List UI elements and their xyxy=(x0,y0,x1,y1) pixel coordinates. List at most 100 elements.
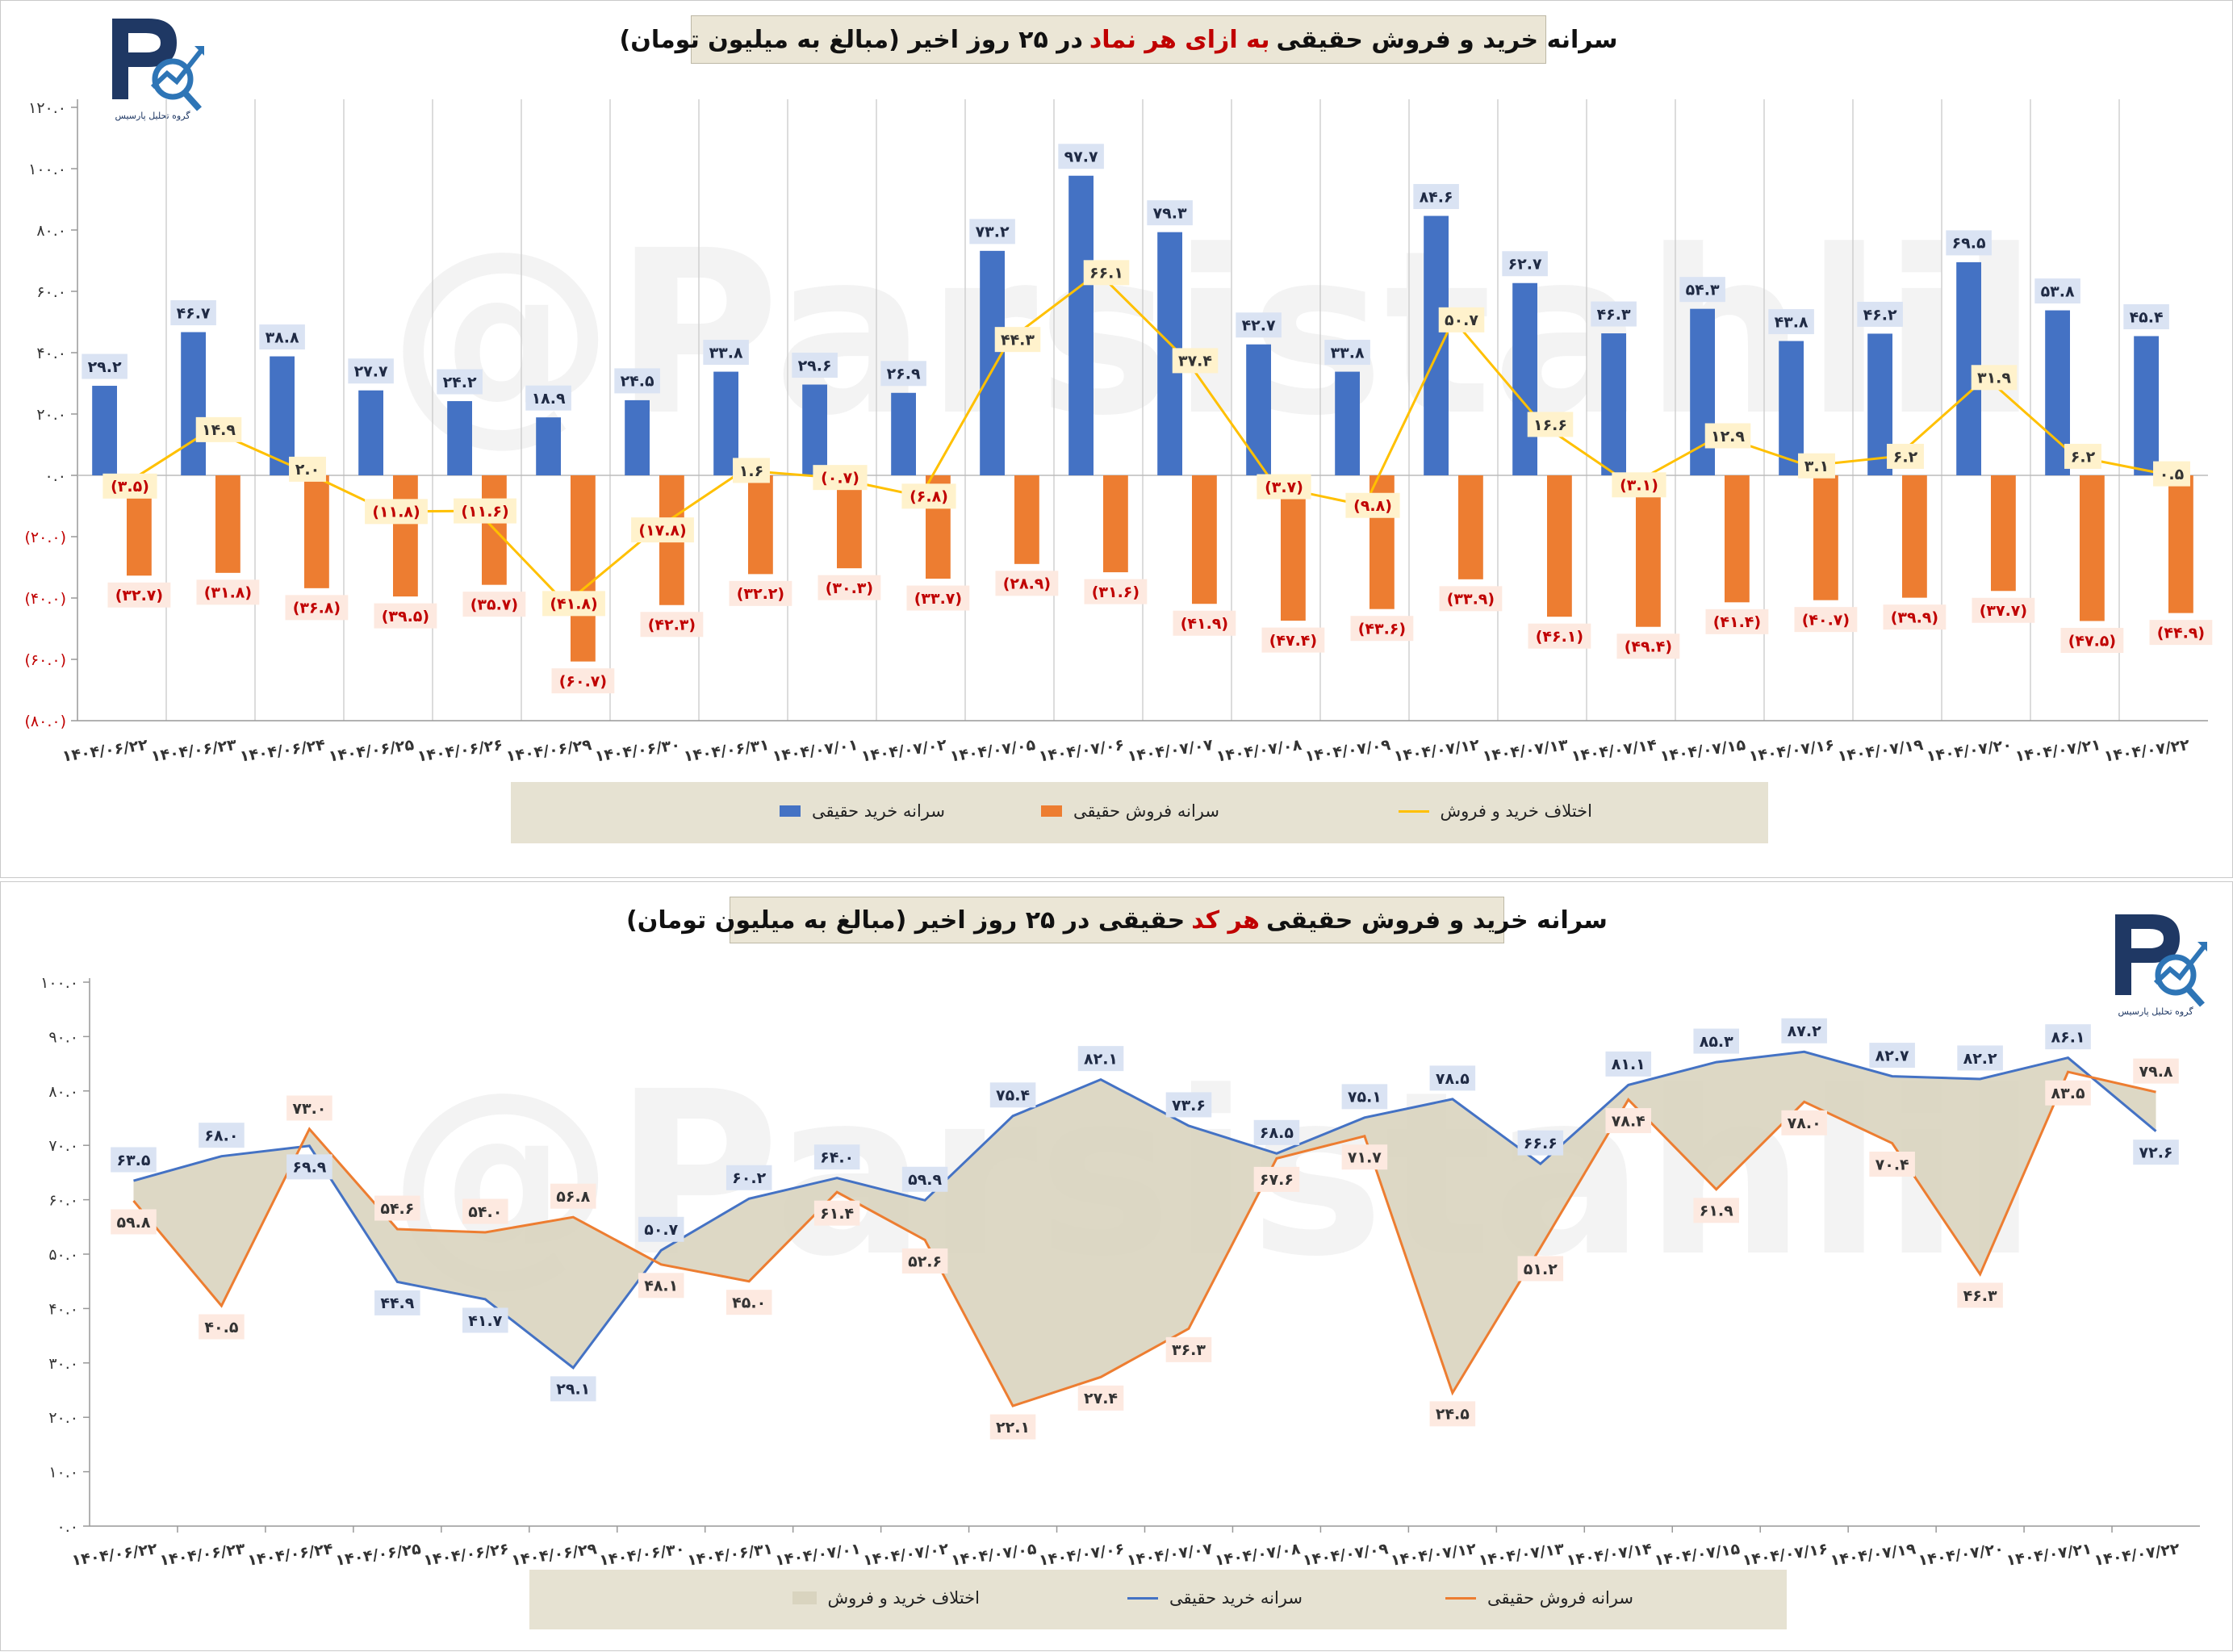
label-sell-2-text: ۷۹.۸ xyxy=(2139,1063,2173,1081)
label-diff-text: ۳۷.۴ xyxy=(1178,353,1212,370)
label-sell-bg xyxy=(1350,616,1414,642)
label-diff-bg xyxy=(1704,423,1751,449)
label-buy-text: ۴۶.۳ xyxy=(1597,306,1631,324)
label-diff: (۹.۸) xyxy=(1345,492,1400,518)
label-diff-bg xyxy=(1971,365,2018,391)
label-sell-2-bg xyxy=(1077,1385,1124,1411)
label-sell-2: ۷۹.۸ xyxy=(2133,1058,2179,1084)
label-diff-text: (۴۱.۸) xyxy=(550,596,597,613)
label-buy-2: ۷۵.۴ xyxy=(989,1082,1036,1108)
label-sell-2-text: ۵۱.۲ xyxy=(1524,1261,1558,1278)
label-sell-2-text: ۴۶.۳ xyxy=(1963,1287,1997,1305)
x-tick-label-2: ۱۴۰۴/۰۷/۰۵ xyxy=(950,1540,1038,1570)
bar-sell xyxy=(837,475,862,569)
x-tick-label: ۱۴۰۴/۰۷/۱۵ xyxy=(1659,736,1747,766)
label-sell-2-text: ۳۶.۳ xyxy=(1172,1341,1206,1359)
y-tick-label: (۴۰.۰) xyxy=(25,590,66,608)
label-sell-2: ۶۱.۴ xyxy=(813,1200,860,1226)
label-sell-text: (۳۹.۵) xyxy=(382,608,429,625)
label-sell-2-text: ۷۰.۴ xyxy=(1875,1156,1909,1173)
label-diff-text: ۳۱.۹ xyxy=(1977,370,2011,387)
y-tick-label-2: ۱۰۰.۰ xyxy=(40,974,78,992)
x-tick-label-2: ۱۴۰۴/۰۷/۰۷ xyxy=(1126,1540,1214,1570)
y-tick-label: ۴۰.۰ xyxy=(36,345,66,362)
bar-buy xyxy=(181,332,206,475)
label-sell-2-bg xyxy=(989,1414,1036,1440)
label-buy-2: ۶۴.۰ xyxy=(813,1144,860,1170)
label-buy: ۳۸.۸ xyxy=(259,324,305,350)
x-tick-label: ۱۴۰۴/۰۷/۰۹ xyxy=(1304,736,1392,766)
label-buy-2-bg xyxy=(1165,1092,1212,1118)
label-buy: ۷۳.۲ xyxy=(969,219,1015,245)
label-buy-text: ۵۳.۸ xyxy=(2041,282,2075,300)
y-tick-label-2: ۶۰.۰ xyxy=(48,1192,78,1210)
label-diff-bg xyxy=(365,499,428,525)
label-sell-bg xyxy=(1173,610,1236,636)
label-diff-bg xyxy=(733,458,770,483)
label-diff: (۱۱.۶) xyxy=(454,498,516,524)
label-sell: (۴۷.۴) xyxy=(1261,627,1325,653)
bar-sell xyxy=(1192,475,1217,604)
label-buy-2-text: ۸۲.۷ xyxy=(1875,1047,1909,1064)
label-sell: (۳۷.۷) xyxy=(1972,597,2035,623)
bar-buy xyxy=(980,250,1005,475)
label-buy-bg xyxy=(170,300,216,326)
label-buy-2: ۸۷.۲ xyxy=(1781,1018,1827,1043)
label-buy-bg xyxy=(2034,278,2080,304)
label-sell-text: (۴۴.۹) xyxy=(2157,624,2205,642)
label-buy-2-bg xyxy=(638,1216,684,1242)
label-diff: ۵۰.۷ xyxy=(1438,307,1485,332)
label-sell: (۳۰.۳) xyxy=(818,575,881,600)
bar-buy xyxy=(891,392,916,475)
legend-swatch-sell xyxy=(1041,805,1063,817)
x-tick-label: ۱۴۰۴/۰۷/۱۲ xyxy=(1393,736,1481,766)
label-buy-2: ۶۸.۵ xyxy=(1253,1119,1300,1145)
label-sell-2-text: ۴۵.۰ xyxy=(732,1294,766,1312)
label-buy-text: ۳۳.۸ xyxy=(709,344,743,362)
label-sell: (۲۸.۹) xyxy=(995,571,1059,596)
legend2-item-buy: سرانه خرید حقیقی xyxy=(1127,1588,1303,1608)
label-sell-2: ۵۲.۶ xyxy=(901,1248,948,1274)
chart2-title-part1: سرانه خرید و فروش حقیقی xyxy=(1265,905,1608,935)
label-diff-bg xyxy=(1612,472,1666,498)
label-buy-2-text: ۴۴.۹ xyxy=(380,1294,414,1312)
label-sell-bg xyxy=(729,580,792,606)
x-tick-label-2: ۱۴۰۴/۰۶/۲۵ xyxy=(334,1540,422,1570)
area-diff xyxy=(133,1052,2156,1407)
bar-buy xyxy=(447,401,472,475)
bar-sell xyxy=(1902,475,1927,598)
bar-buy xyxy=(625,399,650,475)
label-sell-bg xyxy=(640,612,704,638)
chart1-title: سرانه خرید و فروش حقیقی به ازای هر نماد … xyxy=(620,15,1617,64)
label-sell: (۳۶.۸) xyxy=(285,595,349,621)
y-tick-label-2: ۷۰.۰ xyxy=(48,1137,78,1155)
label-sell-2-text: ۷۸.۴ xyxy=(1612,1112,1645,1130)
label-buy-2: ۴۴.۹ xyxy=(374,1290,420,1315)
x-tick-label-2: ۱۴۰۴/۰۷/۰۹ xyxy=(1302,1540,1390,1570)
label-diff: ۱.۶ xyxy=(733,458,770,483)
label-sell: (۳۳.۷) xyxy=(906,585,970,611)
label-sell-bg xyxy=(551,668,615,694)
bar-sell xyxy=(1281,475,1306,621)
label-diff-text: (۱۱.۶) xyxy=(461,503,508,521)
label-buy-2-bg xyxy=(989,1082,1036,1108)
label-buy-2: ۴۱.۷ xyxy=(462,1307,508,1333)
label-diff-text: ۱۴.۹ xyxy=(202,421,236,439)
x-tick-label-2: ۱۴۰۴/۰۶/۲۴ xyxy=(246,1540,334,1570)
label-sell-2-text: ۵۴.۰ xyxy=(468,1203,502,1221)
label-sell-bg xyxy=(1972,597,2035,623)
label-sell-2-text: ۶۱.۴ xyxy=(820,1205,854,1223)
label-buy-2-text: ۶۸.۵ xyxy=(1260,1124,1294,1142)
label-sell-text: (۴۰.۷) xyxy=(1802,612,1850,629)
label-buy-2-text: ۸۲.۱ xyxy=(1084,1050,1118,1068)
x-tick-label: ۱۴۰۴/۰۷/۱۹ xyxy=(1837,736,1925,766)
chart2-legend: اختلاف خرید و فروش سرانه خرید حقیقی سران… xyxy=(529,1570,1787,1629)
label-buy: ۴۶.۳ xyxy=(1591,301,1637,327)
bar-buy xyxy=(1512,282,1537,475)
logo-text-2: گروه تحلیل پارسیس xyxy=(2118,1006,2193,1017)
bar-sell xyxy=(1103,475,1128,573)
label-sell-2-bg xyxy=(1165,1336,1212,1362)
label-sell-text: (۳۶.۸) xyxy=(293,600,341,617)
y-tick-label-2: ۰.۰ xyxy=(57,1518,78,1536)
x-tick-label-2: ۱۴۰۴/۰۷/۱۴ xyxy=(1566,1540,1654,1570)
